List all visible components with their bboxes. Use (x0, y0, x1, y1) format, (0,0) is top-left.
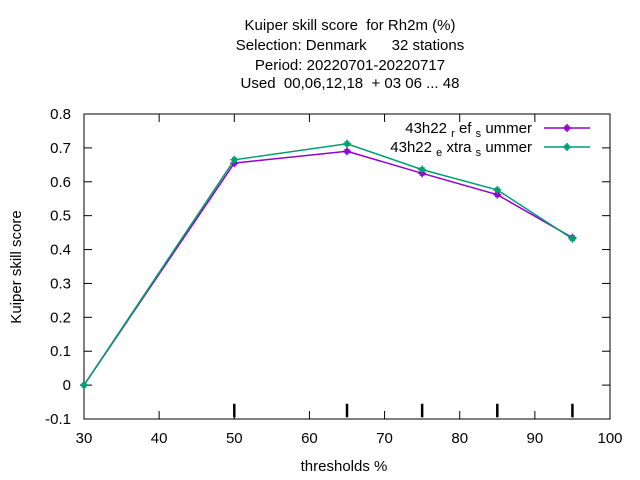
title-line-4: Used 00,06,12,18 + 03 06 ... 48 (240, 75, 460, 92)
x-tick-label: 90 (527, 430, 544, 447)
threshold-markers (233, 403, 574, 418)
legend-swatch-2 (544, 143, 590, 151)
y-tick-label: -0.1 (45, 411, 71, 428)
data-point (568, 234, 577, 243)
y-tick-label: 0.6 (50, 174, 71, 191)
title-line-2: Selection: Denmark 32 stations (235, 37, 465, 54)
axis-ticks: -0.1 0 0.1 0.2 0.3 0.4 0.5 0.6 0.7 0.8 30 40 50 60 70 8… (45, 106, 622, 447)
x-tick-label: 50 (226, 430, 243, 447)
title-line-3: Period: 20220701-20220717 (254, 57, 446, 74)
x-tick-label: 70 (376, 430, 393, 447)
y-tick-label: 0.8 (50, 106, 71, 123)
y-tick-label: 0.2 (50, 309, 71, 326)
data-point (418, 165, 427, 174)
plot-frame (83, 113, 611, 420)
series-group (80, 139, 577, 390)
series-line-1 (83, 150, 573, 386)
legend-marker (563, 124, 571, 132)
y-tick-label: 0.4 (50, 242, 71, 259)
legend-label-1: 43h22 r ef s ummer (405, 120, 532, 141)
x-tick-label: 40 (151, 430, 168, 447)
y-tick-label: 0.3 (50, 275, 71, 292)
y-tick-label: 0 (63, 377, 71, 394)
legend-label-2: 43h22 e xtra s ummer (390, 139, 532, 160)
x-tick-label: 80 (451, 430, 468, 447)
x-axis-label: thresholds % (301, 458, 388, 475)
data-point (230, 155, 239, 164)
legend-swatch-1 (544, 124, 590, 132)
x-tick-label: 60 (301, 430, 318, 447)
y-tick-label: 0.1 (50, 343, 71, 360)
y-tick-label: 0.5 (50, 208, 71, 225)
y-tick-label: 0.7 (50, 140, 71, 157)
data-point (343, 147, 351, 156)
data-point (80, 381, 88, 390)
series-line-2 (83, 143, 573, 386)
data-point (493, 185, 502, 194)
title-line-1: Kuiper skill score for Rh2m (%) (244, 17, 456, 34)
x-tick-label: 30 (76, 430, 93, 447)
legend: 43h22 r ef s ummer 43h22 e xtra s ummer (390, 120, 590, 160)
x-tick-label: 100 (597, 430, 622, 447)
legend-marker (563, 143, 571, 151)
data-point (343, 139, 351, 148)
y-axis-label: Kuiper skill score (8, 210, 25, 323)
